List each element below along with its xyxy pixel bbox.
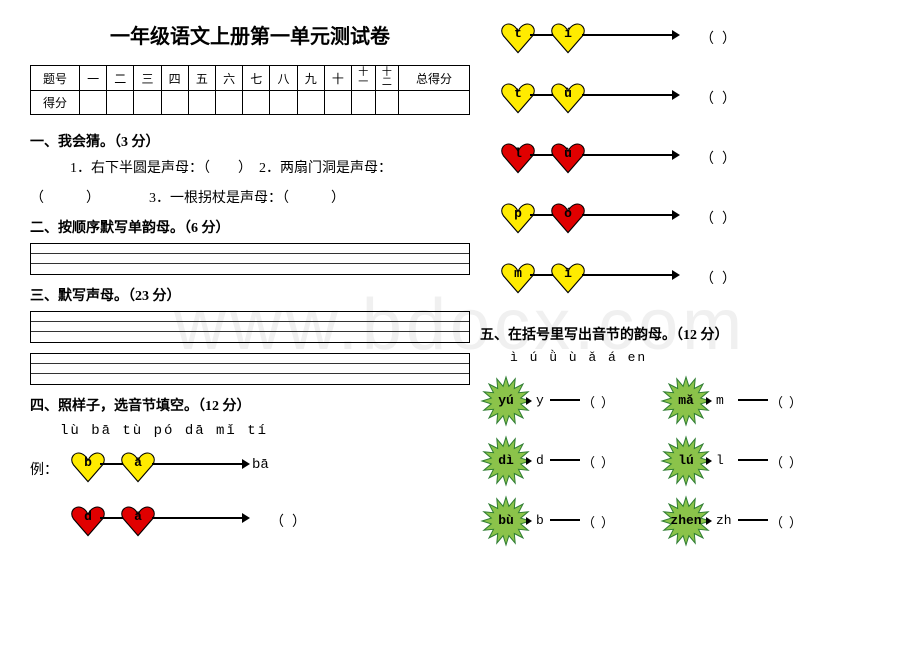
star-text: y (536, 393, 544, 408)
answer-paren[interactable]: （） (582, 392, 620, 411)
answer-paren[interactable]: （） (770, 452, 808, 471)
star-label: dì (480, 453, 532, 468)
heart-icon: b (70, 449, 106, 485)
star-label: zhen (660, 513, 712, 528)
write-area[interactable] (30, 311, 470, 343)
q1-line2: （ ） 3．一根拐杖是声母：（ ） (30, 187, 470, 207)
starburst-icon: lú (660, 435, 712, 487)
star-text: l (716, 453, 724, 468)
answer-paren[interactable]: （） (582, 512, 620, 531)
heart-icon: t (500, 20, 536, 56)
heart-icon: l (500, 140, 536, 176)
q3-title: 三、默写声母。（23 分） (30, 285, 470, 305)
heart-icon: ó (550, 200, 586, 236)
score-table: 题号一二三四五六七八九十十一十二总得分 得分 (30, 65, 470, 115)
heart-icon: ā (120, 449, 156, 485)
star-label: mǎ (660, 393, 712, 408)
q2-title: 二、按顺序默写单韵母。（6 分） (30, 217, 470, 237)
heart-label: ā (120, 509, 156, 524)
answer-paren[interactable]: （） (770, 392, 808, 411)
q5-title: 五、在括号里写出音节的韵母。（12 分） (480, 324, 890, 344)
star-row: dìd （） lúl （） (480, 435, 890, 491)
heart-row: lù （） (480, 140, 890, 186)
star-row: bùb （） zhenzh （） (480, 495, 890, 551)
heart-icon: ǐ (550, 260, 586, 296)
heart-icon: ù (550, 140, 586, 176)
star-text: m (716, 393, 724, 408)
example-label: 例： (30, 459, 58, 479)
answer-paren[interactable]: （） (700, 148, 744, 168)
q4-example: 例： bā bā (30, 449, 470, 495)
heart-icon: d (70, 503, 106, 539)
heart-label: ǐ (550, 266, 586, 281)
starburst-icon: yú (480, 375, 532, 427)
heart-row: tí （） (480, 20, 890, 66)
heart-icon: ā (120, 503, 156, 539)
heart-label: ù (550, 146, 586, 161)
heart-row: mǐ （） (480, 260, 890, 306)
answer-paren[interactable]: （） (700, 268, 744, 288)
star-text: zh (716, 513, 732, 528)
star-label: lú (660, 453, 712, 468)
heart-icon: p (500, 200, 536, 236)
heart-label: ā (120, 455, 156, 470)
answer-paren[interactable]: （） (582, 452, 620, 471)
table-row: 得分 (31, 91, 470, 115)
star-label: bù (480, 513, 532, 528)
table-row: 题号一二三四五六七八九十十一十二总得分 (31, 66, 470, 91)
page-title: 一年级语文上册第一单元测试卷 (30, 20, 470, 49)
starburst-icon: bù (480, 495, 532, 547)
answer-paren[interactable]: （） (700, 208, 744, 228)
starburst-icon: mǎ (660, 375, 712, 427)
star-label: yú (480, 393, 532, 408)
answer-paren[interactable]: （） (700, 28, 744, 48)
heart-icon: m (500, 260, 536, 296)
heart-icon: ù (550, 80, 586, 116)
write-area[interactable] (30, 353, 470, 385)
q4-title: 四、照样子，选音节填空。（12 分） (30, 395, 470, 415)
result-text: bā (252, 457, 269, 473)
answer-paren[interactable]: （） (770, 512, 808, 531)
heart-row: pó （） (480, 200, 890, 246)
q1-title: 一、我会猜。（3 分） (30, 131, 470, 151)
q1-line1: 1．右下半圆是声母：（ ） 2．两扇门洞是声母： (70, 157, 470, 177)
heart-icon: í (550, 20, 586, 56)
heart-icon: t (500, 80, 536, 116)
starburst-icon: dì (480, 435, 532, 487)
answer-paren[interactable]: （） (700, 88, 744, 108)
heart-row: tù （） (480, 80, 890, 126)
right-column: tí（） tù（） lù（） pó（） mǐ（） 五、在括号里写出音节的韵母。（… (480, 20, 890, 555)
answer-paren[interactable]: （） (270, 511, 314, 531)
heart-label: ó (550, 206, 586, 221)
write-area[interactable] (30, 243, 470, 275)
star-row: yúy （） mǎm （） (480, 375, 890, 431)
heart-label: ù (550, 86, 586, 101)
star-text: d (536, 453, 544, 468)
starburst-icon: zhen (660, 495, 712, 547)
heart-label: í (550, 26, 586, 41)
heart-row: dā （） (30, 503, 470, 549)
left-column: 一年级语文上册第一单元测试卷 题号一二三四五六七八九十十一十二总得分 得分 一、… (30, 20, 470, 557)
q4-options: lù bā tù pó dā mǐ tí (60, 423, 470, 439)
q5-letters: ì ú ǜ ù ǎ á en (510, 350, 890, 365)
star-text: b (536, 513, 544, 528)
